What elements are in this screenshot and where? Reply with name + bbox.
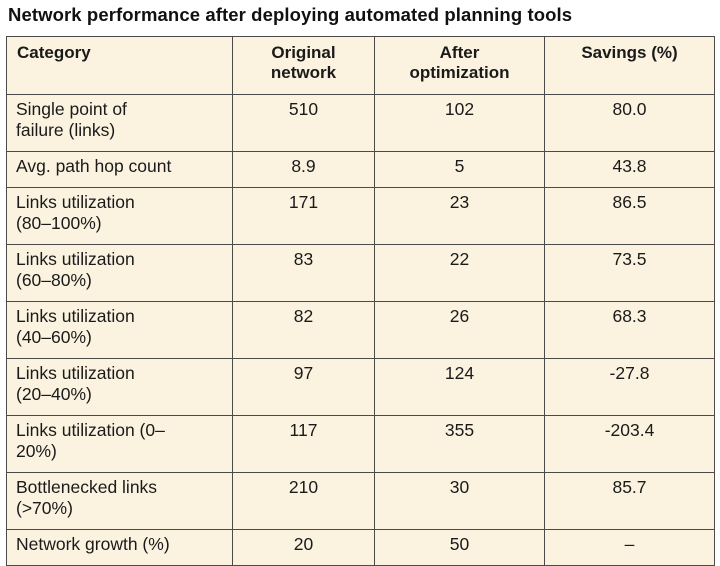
cell-after: 355 [374, 415, 545, 473]
cell-after: 124 [374, 358, 545, 416]
cell-original: 510 [232, 94, 375, 152]
cell-original: 117 [232, 415, 375, 473]
category-text: Links utilization (60–80%) [16, 249, 135, 290]
cell-savings: -203.4 [544, 415, 715, 473]
header-after-optimization: After optimization [374, 36, 545, 95]
cell-after: 102 [374, 94, 545, 152]
header-original-network: Original network [232, 36, 375, 95]
table-row: Avg. path hop count 8.9 5 43.8 [6, 151, 715, 188]
category-text: Bottlenecked links (>70%) [16, 477, 158, 518]
cell-after: 30 [374, 472, 545, 530]
table-row: Bottlenecked links (>70%) 210 30 85.7 [6, 472, 715, 530]
cell-savings: – [544, 529, 715, 566]
cell-category: Avg. path hop count [6, 151, 233, 188]
cell-savings: 86.5 [544, 187, 715, 245]
cell-original: 210 [232, 472, 375, 530]
cell-savings: 73.5 [544, 244, 715, 302]
cell-after: 26 [374, 301, 545, 359]
cell-original: 20 [232, 529, 375, 566]
cell-category: Links utilization (20–40%) [6, 358, 233, 416]
header-row: Category Original network After optimiza… [6, 36, 715, 95]
table-body: Single point of failure (links) 510 102 … [6, 94, 715, 566]
cell-category: Network growth (%) [6, 529, 233, 566]
cell-original: 82 [232, 301, 375, 359]
cell-category: Links utilization (40–60%) [6, 301, 233, 359]
cell-category: Single point of failure (links) [6, 94, 233, 152]
performance-table: Category Original network After optimiza… [6, 36, 715, 566]
cell-after: 23 [374, 187, 545, 245]
table-title: Network performance after deploying auto… [8, 4, 573, 25]
cell-savings: 85.7 [544, 472, 715, 530]
cell-savings: 80.0 [544, 94, 715, 152]
category-text: Single point of failure (links) [16, 99, 127, 140]
cell-original: 97 [232, 358, 375, 416]
table-row: Links utilization (20–40%) 97 124 -27.8 [6, 358, 715, 416]
cell-original: 171 [232, 187, 375, 245]
cell-savings: -27.8 [544, 358, 715, 416]
cell-category: Links utilization (80–100%) [6, 187, 233, 245]
header-original-text: Original network [270, 43, 337, 82]
category-text: Links utilization (80–100%) [16, 192, 135, 233]
cell-after: 5 [374, 151, 545, 188]
header-savings: Savings (%) [544, 36, 715, 95]
cell-original: 8.9 [232, 151, 375, 188]
table-row: Network growth (%) 20 50 – [6, 529, 715, 566]
cell-original: 83 [232, 244, 375, 302]
category-text: Links utilization (40–60%) [16, 306, 135, 347]
category-text: Links utilization (0–20%) [16, 420, 165, 461]
cell-after: 22 [374, 244, 545, 302]
header-category: Category [6, 36, 233, 95]
cell-savings: 68.3 [544, 301, 715, 359]
cell-after: 50 [374, 529, 545, 566]
cell-category: Links utilization (0–20%) [6, 415, 233, 473]
cell-category: Bottlenecked links (>70%) [6, 472, 233, 530]
table-row: Links utilization (80–100%) 171 23 86.5 [6, 187, 715, 245]
header-after-text: After optimization [409, 43, 510, 82]
table-row: Links utilization (60–80%) 83 22 73.5 [6, 244, 715, 302]
category-text: Links utilization (20–40%) [16, 363, 135, 404]
table-row: Links utilization (0–20%) 117 355 -203.4 [6, 415, 715, 473]
cell-category: Links utilization (60–80%) [6, 244, 233, 302]
table-header: Category Original network After optimiza… [6, 36, 715, 95]
cell-savings: 43.8 [544, 151, 715, 188]
table-row: Single point of failure (links) 510 102 … [6, 94, 715, 152]
table-row: Links utilization (40–60%) 82 26 68.3 [6, 301, 715, 359]
